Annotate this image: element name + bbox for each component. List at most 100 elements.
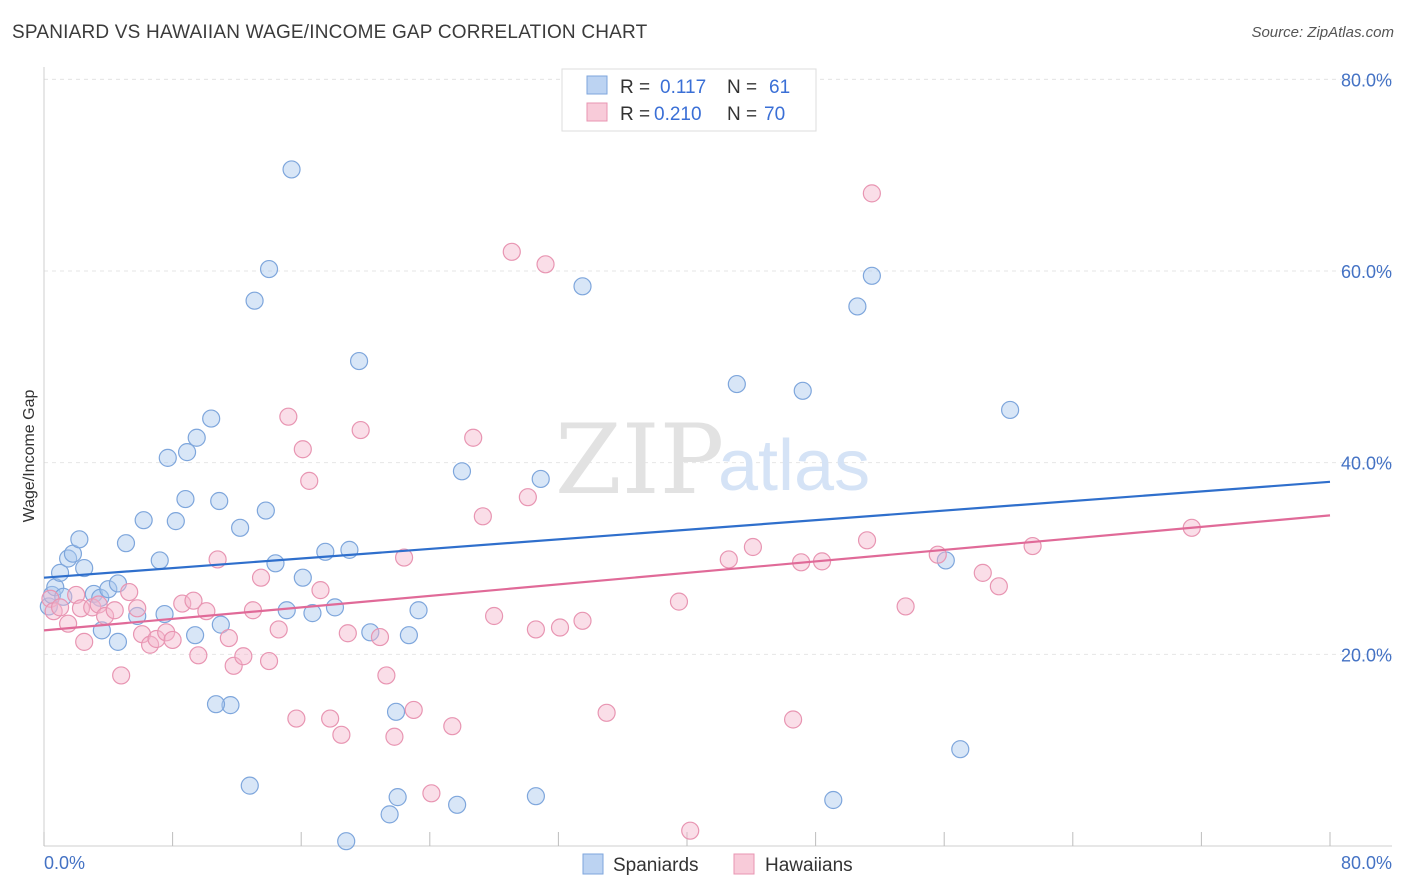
point-spaniards-52 <box>452 462 472 481</box>
point-hawaiians-28 <box>251 568 271 587</box>
point-hawaiians-11 <box>112 666 131 685</box>
legend-r-value-spaniards: 0.117 <box>660 77 706 98</box>
point-spaniards-33 <box>245 291 264 310</box>
point-spaniards-44 <box>349 351 369 371</box>
point-spaniards-54 <box>531 469 550 489</box>
point-spaniards-23 <box>211 615 230 634</box>
axes <box>43 67 1392 847</box>
y-tick-label-0: 20.0% <box>1341 645 1392 665</box>
trend-line-hawaiians <box>43 514 1331 632</box>
point-spaniards-34 <box>259 259 279 279</box>
point-spaniards-60 <box>862 266 881 285</box>
point-spaniards-19 <box>108 632 128 651</box>
point-hawaiians-37 <box>332 725 351 744</box>
point-spaniards-49 <box>380 805 399 824</box>
legend-r-label-1: R = <box>620 77 650 98</box>
point-hawaiians-24 <box>219 628 238 648</box>
watermark-atlas: atlas <box>718 426 870 506</box>
point-hawaiians-60 <box>743 537 763 557</box>
point-hawaiians-55 <box>573 611 592 630</box>
point-hawaiians-50 <box>502 242 521 261</box>
y-tick-label-2: 60.0% <box>1341 262 1392 282</box>
point-spaniards-13 <box>116 534 136 553</box>
y-axis-label: Wage/Income Gap <box>21 390 38 523</box>
point-hawaiians-61 <box>783 710 803 729</box>
trend-lines <box>43 480 1331 632</box>
point-spaniards-16 <box>166 512 185 531</box>
point-hawaiians-32 <box>287 709 306 728</box>
point-spaniards-57 <box>793 381 812 400</box>
point-spaniards-21 <box>186 626 205 645</box>
point-spaniards-30 <box>256 501 275 520</box>
point-hawaiians-69 <box>989 577 1008 596</box>
y-tick-label-3: 80.0% <box>1341 70 1392 90</box>
point-hawaiians-65 <box>862 184 881 203</box>
point-hawaiians-25 <box>224 656 243 675</box>
point-hawaiians-2 <box>50 598 70 617</box>
point-hawaiians-66 <box>896 597 915 616</box>
point-hawaiians-52 <box>526 620 545 639</box>
point-hawaiians-30 <box>269 620 288 639</box>
point-spaniards-38 <box>240 776 259 795</box>
point-hawaiians-71 <box>1023 536 1042 556</box>
point-hawaiians-43 <box>394 548 414 567</box>
point-hawaiians-38 <box>338 624 357 643</box>
point-hawaiians-12 <box>120 582 139 602</box>
legend-stats: R = 0.117 N = 61 R = 0.210 N = 70 <box>561 68 817 132</box>
point-hawaiians-49 <box>485 606 504 626</box>
watermark: ZIP atlas <box>555 404 870 516</box>
legend-bottom-swatch-spaniards <box>582 853 604 875</box>
point-spaniards-35 <box>282 160 301 179</box>
point-hawaiians-57 <box>669 592 689 611</box>
point-hawaiians-35 <box>311 581 330 600</box>
point-hawaiians-34 <box>300 471 319 490</box>
chart-title: SPANIARD VS HAWAIIAN WAGE/INCOME GAP COR… <box>12 22 648 43</box>
point-spaniards-17 <box>176 489 195 509</box>
point-spaniards-31 <box>266 554 285 573</box>
point-spaniards-51 <box>448 795 467 814</box>
point-hawaiians-18 <box>163 630 182 650</box>
point-hawaiians-26 <box>234 647 253 666</box>
point-spaniards-27 <box>187 428 206 447</box>
chart-source: Source: ZipAtlas.com <box>1251 24 1394 41</box>
point-spaniards-40 <box>303 604 322 623</box>
point-hawaiians-33 <box>293 440 312 459</box>
point-spaniards-25 <box>158 448 177 467</box>
x-tick-labels: 0.0% 80.0% <box>44 853 1392 873</box>
point-spaniards-26 <box>177 443 197 462</box>
point-hawaiians-6 <box>75 632 94 651</box>
point-spaniards-56 <box>727 374 746 394</box>
point-hawaiians-68 <box>973 563 992 582</box>
point-hawaiians-36 <box>321 709 340 728</box>
point-spaniards-15 <box>150 551 169 570</box>
y-tick-labels: 20.0% 40.0% 60.0% 80.0% <box>1341 70 1392 665</box>
legend-r-label-2: R = <box>620 104 650 125</box>
point-hawaiians-51 <box>518 488 537 507</box>
point-spaniards-11 <box>99 580 118 599</box>
watermark-zip: ZIP <box>555 404 724 516</box>
point-spaniards-62 <box>1001 400 1020 420</box>
legend-n-label-1: N = <box>727 77 757 98</box>
point-hawaiians-45 <box>422 784 441 803</box>
point-hawaiians-54 <box>550 618 570 637</box>
point-spaniards-42 <box>325 598 345 617</box>
point-spaniards-64 <box>337 832 356 851</box>
point-spaniards-24 <box>128 606 147 626</box>
legend-n-label-2: N = <box>727 104 757 125</box>
point-spaniards-55 <box>573 277 592 296</box>
legend-n-value-spaniards: 61 <box>769 77 790 98</box>
point-spaniards-47 <box>399 626 419 645</box>
point-hawaiians-59 <box>719 550 738 569</box>
trend-line-spaniards <box>43 480 1331 579</box>
point-spaniards-63 <box>951 740 970 759</box>
point-hawaiians-53 <box>536 255 555 274</box>
point-spaniards-36 <box>221 696 240 715</box>
point-hawaiians-46 <box>443 717 462 736</box>
legend-bottom-label-spaniards: Spaniards <box>613 855 699 876</box>
point-hawaiians-31 <box>279 407 298 426</box>
gridlines <box>44 78 1392 655</box>
point-spaniards-53 <box>526 787 545 806</box>
point-hawaiians-21 <box>189 646 208 665</box>
y-tick-label-1: 40.0% <box>1341 454 1392 474</box>
